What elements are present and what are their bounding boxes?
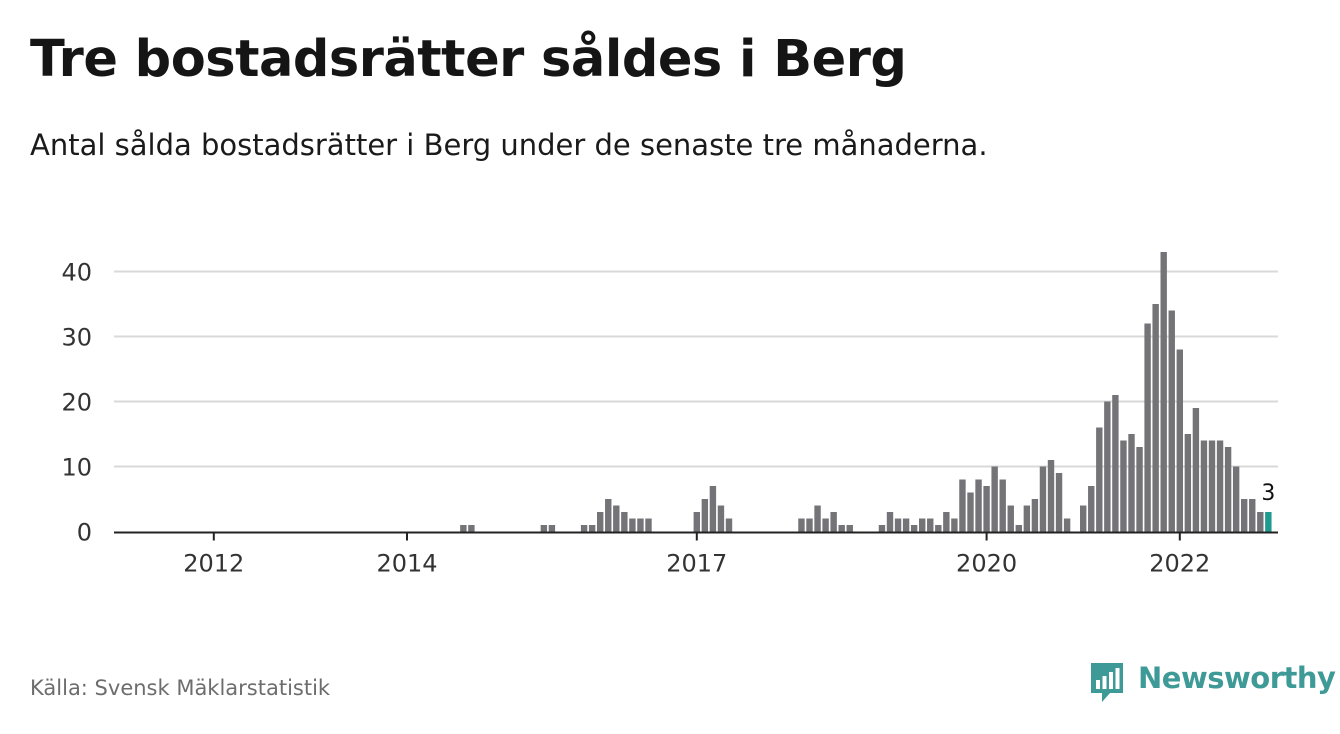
bar (1031, 499, 1039, 532)
bar (830, 512, 837, 532)
bar (1136, 447, 1143, 532)
bar-chart-speech-bubble-icon (1091, 663, 1123, 702)
bar (1241, 499, 1248, 532)
bar (1168, 310, 1175, 532)
gridlines (114, 270, 1278, 468)
bar (645, 518, 652, 532)
x-axis-ticks: 2012 2014 2017 2020 2022 (183, 533, 1210, 578)
bar (910, 525, 918, 532)
bar (548, 525, 556, 532)
bar (838, 525, 845, 532)
y-tick-label: 30 (61, 324, 92, 352)
bar (1184, 434, 1192, 532)
bar (1216, 440, 1224, 532)
bar (886, 512, 894, 532)
bar (1088, 486, 1095, 532)
bar (1007, 505, 1014, 532)
bar (1176, 349, 1183, 532)
chart-title: Tre bostadsrätter såldes i Berg (30, 30, 907, 89)
y-tick-label: 40 (61, 259, 92, 287)
y-tick-label: 10 (61, 454, 92, 482)
bar (1096, 427, 1103, 532)
y-tick-label: 0 (77, 519, 92, 547)
y-axis-ticks: 0 10 20 30 40 (61, 259, 92, 547)
bar (999, 479, 1006, 532)
bar (588, 525, 596, 532)
bar (894, 518, 902, 532)
bar (822, 518, 829, 532)
bar (1047, 460, 1055, 532)
bars (460, 252, 1272, 532)
bar (1232, 466, 1240, 532)
bar (1257, 512, 1264, 532)
x-tick-label: 2014 (376, 550, 437, 578)
bar (1055, 473, 1063, 532)
last-value-label: 3 (1261, 481, 1275, 506)
bar (597, 512, 604, 532)
bar (1224, 447, 1232, 532)
x-tick-label: 2022 (1149, 550, 1210, 578)
bar (1160, 252, 1167, 532)
x-tick-label: 2017 (666, 550, 727, 578)
bar (959, 479, 966, 532)
bar (1023, 505, 1031, 532)
bar (1152, 304, 1159, 532)
bar (717, 505, 725, 532)
bar (1208, 440, 1216, 532)
bar (1063, 518, 1071, 532)
bar (1249, 499, 1256, 532)
bar (460, 525, 467, 532)
bar (693, 512, 700, 532)
bar (902, 518, 910, 532)
bar (1192, 408, 1200, 532)
bar (935, 525, 942, 532)
bar (967, 492, 974, 532)
bar (943, 512, 950, 532)
brand-name: Newsworthy (1138, 661, 1336, 695)
bar (814, 505, 821, 532)
bar (846, 525, 853, 532)
bar (951, 518, 958, 532)
bar (580, 525, 588, 532)
bar (975, 479, 982, 532)
bar (629, 518, 636, 532)
bar (1015, 525, 1022, 532)
source-note: Källa: Svensk Mäklarstatistik (30, 676, 331, 700)
bar (709, 486, 717, 532)
bar (540, 525, 548, 532)
bar (806, 518, 813, 532)
bar (1144, 323, 1151, 532)
bar (798, 518, 805, 532)
bar (878, 525, 886, 532)
bar (605, 499, 612, 532)
bar (701, 499, 709, 532)
bar (1200, 440, 1208, 532)
bar (1120, 440, 1127, 532)
bar (927, 518, 934, 532)
bar (621, 512, 628, 532)
chart-subtitle: Antal sålda bostadsrätter i Berg under d… (30, 128, 988, 162)
bar (1112, 395, 1119, 532)
bar (1039, 466, 1047, 532)
x-tick-label: 2020 (956, 550, 1017, 578)
bar (1128, 434, 1135, 532)
bar (725, 518, 733, 532)
bar (1080, 505, 1087, 532)
bar (637, 518, 644, 532)
bar (1104, 401, 1111, 532)
y-tick-label: 20 (61, 389, 92, 417)
bar (468, 525, 475, 532)
x-tick-label: 2012 (183, 550, 244, 578)
bar (919, 518, 926, 532)
bar (991, 466, 998, 532)
bar-latest (1265, 512, 1272, 532)
bar (613, 505, 620, 532)
bar (983, 486, 990, 532)
